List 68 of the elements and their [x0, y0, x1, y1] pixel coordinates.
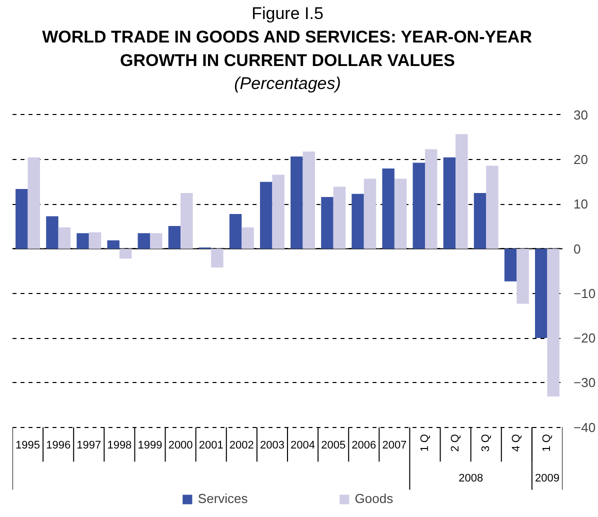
bar: [394, 178, 407, 249]
bar: [88, 232, 102, 249]
y-tick-label: −20: [574, 330, 596, 346]
x-tick-label: 2002: [229, 439, 254, 452]
bar: [547, 248, 560, 396]
bar: [504, 248, 517, 282]
bar: [16, 189, 28, 249]
y-tick-label: −40: [574, 420, 596, 435]
chart-title: WORLD TRADE IN GOODS AND SERVICES: YEAR-ON-YEAR GROWTH IN CURRENT DOLLAR VALUES: [42, 27, 532, 70]
text: Figure I.5: [252, 4, 324, 23]
bar: [168, 226, 181, 249]
chart-subtitle: (Percentages): [234, 74, 341, 94]
bar: [76, 233, 89, 249]
x-tick-label: 1 Q: [541, 434, 554, 452]
x-tick-label: 2000: [168, 439, 193, 452]
y-tick-label: 30: [574, 107, 588, 122]
bar: [211, 248, 224, 268]
x-tick-label: 2006: [352, 439, 376, 452]
y-tick-label: 10: [574, 196, 588, 212]
bar: [516, 248, 529, 304]
bar: [486, 166, 498, 249]
x-tick-label: 2007: [382, 439, 407, 452]
x-tick-label: 2003: [260, 439, 284, 452]
bar: [242, 227, 254, 249]
bar: [425, 149, 438, 249]
x-tick-label: 2001: [198, 439, 224, 452]
x-tick-label: 1998: [107, 439, 132, 452]
bar: [150, 233, 162, 249]
legend-label: Goods: [354, 491, 394, 506]
y-tick-label: 20: [574, 152, 588, 168]
x-tick-label: 4 Q: [510, 434, 523, 452]
bar: [138, 233, 150, 249]
x-tick-label: 1995: [16, 439, 40, 452]
x-tick-label: 1999: [138, 439, 162, 452]
bar: [180, 193, 193, 249]
text: 2009: [534, 472, 560, 484]
x-tick-label: 2004: [290, 439, 316, 452]
y-tick-label: −30: [574, 375, 596, 390]
bar: [290, 156, 303, 249]
bar: [119, 248, 132, 259]
x-tick-label: 3 Q: [480, 434, 492, 452]
y-tick-label: −10: [574, 286, 596, 301]
bar: [58, 227, 71, 249]
bar: [456, 134, 468, 249]
bar: [364, 178, 376, 249]
bar: [382, 168, 394, 249]
x-tick-label: 2 Q: [450, 434, 462, 452]
bar: [535, 248, 548, 338]
text: 2008: [458, 472, 484, 484]
bar: [260, 182, 272, 249]
x-tick-label: 1996: [46, 439, 71, 452]
bar: [107, 240, 120, 249]
bar: [321, 197, 334, 249]
bar: [28, 157, 40, 249]
bar: [412, 162, 425, 249]
bar: [229, 214, 242, 249]
bar: [443, 157, 456, 249]
bar: [272, 174, 284, 249]
bar: [46, 216, 58, 249]
x-tick-label: 1997: [76, 439, 102, 452]
x-tick-label: 1 Q: [419, 434, 431, 452]
x-tick-label: 2005: [321, 439, 346, 452]
bar: [352, 194, 364, 249]
bar: [474, 193, 486, 249]
bar: [302, 152, 315, 249]
y-tick-label: 0: [574, 241, 581, 256]
bar: [333, 186, 346, 249]
legend-label: Services: [198, 491, 248, 506]
